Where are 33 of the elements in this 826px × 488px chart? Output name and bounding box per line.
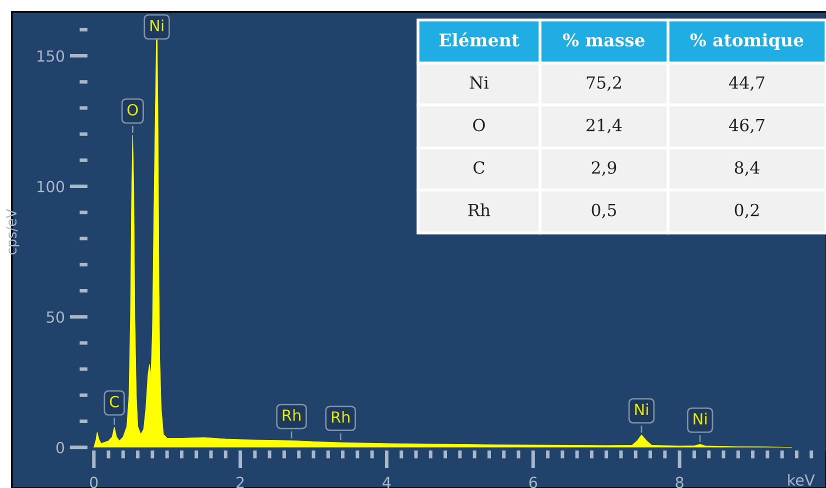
annotation: 46,7 xyxy=(728,118,764,134)
annotation: 44,7 xyxy=(728,76,764,91)
annotation: 8,4 xyxy=(734,161,760,176)
annotation: % masse xyxy=(563,33,645,47)
annotation: 75,2 xyxy=(586,76,621,91)
annotation: Ni xyxy=(694,412,706,424)
annotation: 0,2 xyxy=(734,204,759,218)
annotation: 2,9 xyxy=(592,161,616,176)
annotation: O xyxy=(128,104,138,116)
y-tick-label: 150 xyxy=(38,50,64,62)
annotation: 21,4 xyxy=(586,118,622,134)
annotation: Rh xyxy=(468,203,490,216)
x-tick-label: 4 xyxy=(382,476,391,488)
annotation: O xyxy=(473,118,485,132)
x-tick-label: 2 xyxy=(236,476,244,488)
annotation: Elément xyxy=(439,32,520,47)
x-tick-label: 6 xyxy=(529,476,538,488)
annotation: 0,5 xyxy=(592,204,616,218)
annotation: Ni xyxy=(635,403,648,416)
y-tick-label: 0 xyxy=(56,442,64,454)
annotation: % atomique xyxy=(690,33,804,50)
annotation: Ni xyxy=(470,76,489,89)
annotation: C xyxy=(110,396,119,408)
y-tick-label: 100 xyxy=(38,180,64,192)
annotation: Rh xyxy=(332,410,350,423)
x-axis-title: keV xyxy=(788,474,815,486)
annotation: Rh xyxy=(282,409,300,421)
annotation: Ni xyxy=(150,20,164,32)
x-tick-label: 8 xyxy=(676,476,684,488)
x-tick-label: 0 xyxy=(90,476,98,488)
y-axis-title: cps/eV xyxy=(6,208,20,254)
y-tick-label: 50 xyxy=(46,311,64,323)
annotation: C xyxy=(474,161,484,174)
